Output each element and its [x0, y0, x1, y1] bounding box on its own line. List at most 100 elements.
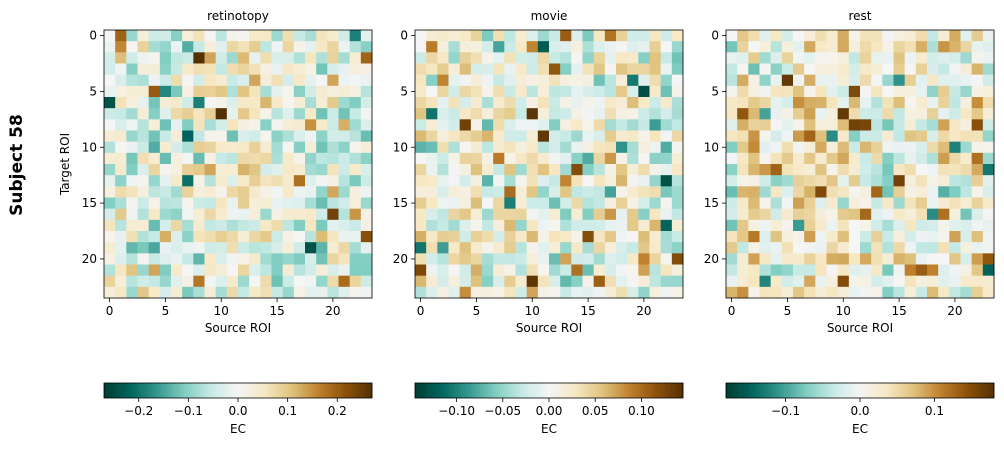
heatmap-cell: [927, 231, 939, 243]
heatmap-cell: [927, 275, 939, 288]
heatmap-cell: [848, 175, 861, 187]
heatmap-cell: [759, 119, 772, 131]
heatmap-cell: [871, 264, 883, 277]
heatmap-cell: [793, 264, 805, 277]
heatmap-cell: [470, 286, 483, 299]
heatmap-cell: [915, 175, 928, 187]
heatmap-cell: [893, 242, 906, 254]
colorbar-segment: [876, 383, 880, 398]
y-tick-label: 5: [400, 84, 408, 98]
heatmap-cell: [137, 219, 150, 232]
heatmap-cell: [193, 164, 205, 176]
heatmap-cell: [159, 175, 172, 187]
heatmap-cell: [338, 164, 351, 176]
heatmap-cell: [627, 74, 639, 87]
heatmap-cells: [104, 30, 373, 299]
colorbar-segment: [578, 383, 581, 398]
heatmap-cell: [593, 197, 606, 210]
colorbar-segment: [351, 383, 354, 398]
heatmap-cell: [871, 74, 883, 87]
heatmap-cell: [949, 231, 961, 243]
heatmap-cell: [571, 52, 583, 64]
heatmap-cell: [671, 130, 684, 143]
heatmap-cell: [104, 253, 116, 265]
heatmap-cell: [927, 119, 939, 131]
heatmap-cell: [638, 175, 650, 187]
heatmap-cell: [338, 208, 351, 221]
colorbar-segment: [582, 383, 585, 398]
heatmap-cell: [781, 253, 794, 265]
heatmap-cell: [204, 275, 217, 288]
colorbar-segment: [820, 383, 823, 398]
heatmap-cell: [793, 231, 805, 243]
heatmap-cell: [938, 63, 950, 76]
heatmap-cell: [226, 97, 239, 109]
heatmap-cell: [571, 63, 583, 76]
colorbar-segment: [281, 383, 285, 398]
heatmap-cell: [249, 264, 261, 277]
heatmap-cell: [437, 74, 449, 87]
heatmap-cell: [305, 41, 317, 53]
heatmap-cell: [960, 74, 973, 87]
heatmap-cell: [604, 242, 617, 254]
heatmap-cell: [793, 242, 805, 254]
heatmap-cell: [627, 253, 639, 265]
heatmap-cell: [137, 41, 150, 53]
heatmap-cell: [459, 264, 472, 277]
colorbar-segment: [736, 383, 739, 398]
heatmap-cell: [182, 52, 194, 64]
heatmap-cell: [960, 97, 973, 109]
heatmap-cell: [226, 152, 239, 165]
heatmap-cell: [537, 30, 550, 42]
heatmap-cell: [193, 152, 205, 165]
colorbar-segment: [530, 383, 533, 398]
heatmap-cell: [770, 253, 783, 265]
heatmap-cell: [593, 152, 606, 165]
heatmap-cell: [537, 164, 550, 176]
heatmap-cell: [238, 264, 250, 277]
heatmap-cell: [571, 141, 583, 154]
heatmap-cell: [837, 41, 850, 53]
heatmap-cell: [293, 152, 306, 165]
colorbar-segment: [857, 383, 861, 398]
colorbar-segment: [883, 383, 886, 398]
x-tick-label: 0: [106, 304, 114, 318]
heatmap-cell: [638, 119, 650, 131]
heatmap-cell: [549, 275, 561, 288]
colorbar-segment: [824, 383, 827, 398]
heatmap-cell: [415, 74, 427, 87]
heatmap-cell: [593, 242, 606, 254]
heatmap-cell: [804, 119, 816, 131]
heatmap-cell: [238, 152, 250, 165]
heatmap-cell: [271, 108, 284, 120]
colorbar-segment: [553, 383, 556, 398]
heatmap-cell: [759, 97, 772, 109]
heatmap-cell: [737, 219, 749, 232]
heatmap-cell: [148, 275, 161, 288]
heatmap-cell: [104, 219, 116, 232]
heatmap-cell: [360, 219, 373, 232]
colorbar-segment: [290, 383, 293, 398]
heatmap-cell: [804, 141, 816, 154]
heatmap-cell: [215, 242, 228, 254]
heatmap-cell: [904, 275, 917, 288]
heatmap-cell: [360, 253, 373, 265]
heatmap-cell: [560, 286, 572, 299]
heatmap-cell: [927, 242, 939, 254]
heatmap-cell: [249, 231, 261, 243]
heatmap-cell: [159, 197, 172, 210]
heatmap-cell: [137, 242, 150, 254]
colorbar-segment: [874, 383, 878, 398]
heatmap-cell: [781, 197, 794, 210]
heatmap-cell: [638, 97, 650, 109]
heatmap-cell: [826, 30, 839, 42]
colorbar-segment: [261, 383, 264, 398]
heatmap-cell: [826, 74, 839, 87]
colorbar-segment: [471, 383, 474, 398]
heatmap-cell: [748, 30, 760, 42]
heatmap-cell: [448, 152, 461, 165]
heatmap-cell: [148, 85, 161, 98]
heatmap-cell: [759, 275, 772, 288]
heatmap-cell: [593, 108, 606, 120]
heatmap-cell: [260, 286, 272, 299]
